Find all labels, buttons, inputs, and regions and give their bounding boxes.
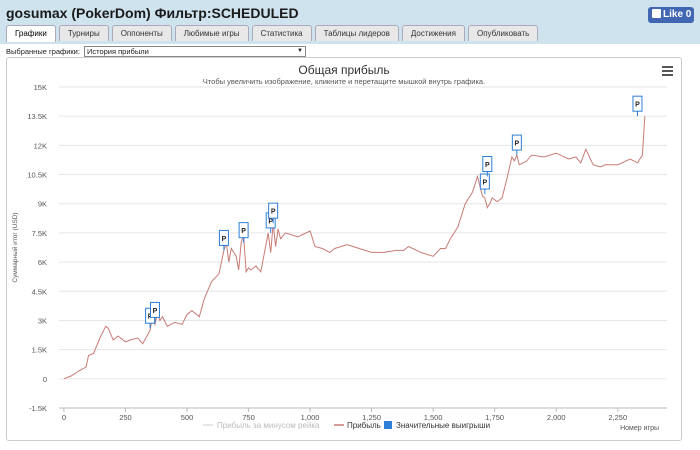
- tab-achievements[interactable]: Достижения: [401, 25, 465, 41]
- win-marker: [632, 95, 643, 112]
- profit-series-line: [63, 116, 646, 380]
- win-marker-label: P: [222, 236, 227, 243]
- win-marker: [218, 229, 229, 246]
- y-tick-label: 0: [43, 375, 47, 384]
- tab-tournaments[interactable]: Турниры: [58, 25, 109, 41]
- facebook-like-button[interactable]: Like 0: [648, 7, 694, 23]
- chart-subtitle: Чтобы увеличить изображение, кликните и …: [203, 77, 485, 86]
- legend-label-profit: Прибыль: [347, 421, 381, 430]
- x-tick-label: 1,250: [362, 413, 381, 422]
- win-marker-label: P: [515, 141, 520, 148]
- win-marker-label: P: [635, 102, 640, 109]
- chart-menu-icon[interactable]: [662, 66, 673, 78]
- y-tick-label: 13.5K: [27, 112, 47, 121]
- tab-leaderboards[interactable]: Таблицы лидеров: [314, 25, 399, 41]
- y-tick-label: 3K: [38, 316, 47, 325]
- dropdown-arrow-icon: ▼: [297, 48, 303, 54]
- x-tick-label: 1,000: [301, 413, 320, 422]
- chart-select-value: История прибыли: [86, 47, 149, 56]
- y-tick-label: 1.5K: [32, 346, 47, 355]
- x-tick-label: 500: [181, 413, 194, 422]
- x-tick-label: 750: [242, 413, 255, 422]
- chart-panel: Общая прибыль Чтобы увеличить изображение…: [6, 57, 682, 441]
- y-tick-label: 12K: [34, 141, 47, 150]
- y-axis-title: Суммарный итог (USD): [11, 212, 19, 282]
- x-axis-title: Номер игры: [620, 425, 659, 432]
- tab-bar: Графики Турниры Оппоненты Любимые игры С…: [6, 25, 541, 42]
- chart-select-dropdown[interactable]: История прибыли ▼: [83, 46, 306, 57]
- tab-charts[interactable]: Графики: [6, 25, 56, 42]
- win-marker: [238, 222, 249, 239]
- legend-label-net-profit: Прибыль за минусом рейка: [217, 421, 320, 430]
- win-marker: [511, 134, 522, 151]
- win-marker: [150, 301, 160, 318]
- x-tick-label: 2,000: [547, 413, 566, 422]
- x-tick-label: 250: [119, 413, 132, 422]
- win-marker-label: P: [271, 209, 276, 216]
- tab-publish[interactable]: Опубликовать: [467, 25, 539, 41]
- win-marker-label: P: [268, 218, 273, 225]
- chart-selector-row: Выбранные графики: История прибыли ▼: [6, 46, 306, 57]
- win-marker-label: P: [483, 180, 488, 187]
- x-tick-label: 1,500: [424, 413, 443, 422]
- x-tick-label: 2,250: [608, 413, 627, 422]
- page-title: gosumax (PokerDom) Фильтр:SCHEDULED: [6, 5, 299, 21]
- tab-favorite-games[interactable]: Любимые игры: [174, 25, 249, 41]
- thumbs-up-icon: [652, 9, 661, 18]
- legend-label-significant-wins: Значительные выигрыши: [396, 421, 490, 430]
- tab-opponents[interactable]: Оппоненты: [111, 25, 172, 41]
- like-label: Like 0: [663, 9, 692, 20]
- y-tick-label: 7.5K: [32, 229, 47, 238]
- win-marker: [482, 155, 493, 172]
- y-tick-label: 9K: [38, 200, 47, 209]
- win-marker-label: P: [241, 228, 246, 235]
- chart-title: Общая прибыль: [298, 63, 389, 77]
- x-tick-label: 0: [62, 413, 66, 422]
- y-tick-label: 4.5K: [32, 287, 47, 296]
- win-marker-label: P: [485, 162, 490, 169]
- y-tick-label: 15K: [34, 83, 47, 92]
- tab-statistics[interactable]: Статистика: [251, 25, 312, 41]
- app-header: gosumax (PokerDom) Фильтр:SCHEDULED Like…: [0, 0, 700, 44]
- win-marker: [268, 202, 279, 219]
- x-tick-label: 1,750: [485, 413, 504, 422]
- y-tick-label: -1.5K: [29, 404, 47, 413]
- win-marker-label: P: [153, 308, 158, 315]
- win-marker: [479, 173, 490, 190]
- y-tick-label: 10.5K: [27, 171, 47, 180]
- chart-selector-label: Выбранные графики:: [6, 47, 80, 56]
- y-tick-label: 6K: [38, 258, 47, 267]
- legend-symbol-significant-wins: [384, 421, 392, 429]
